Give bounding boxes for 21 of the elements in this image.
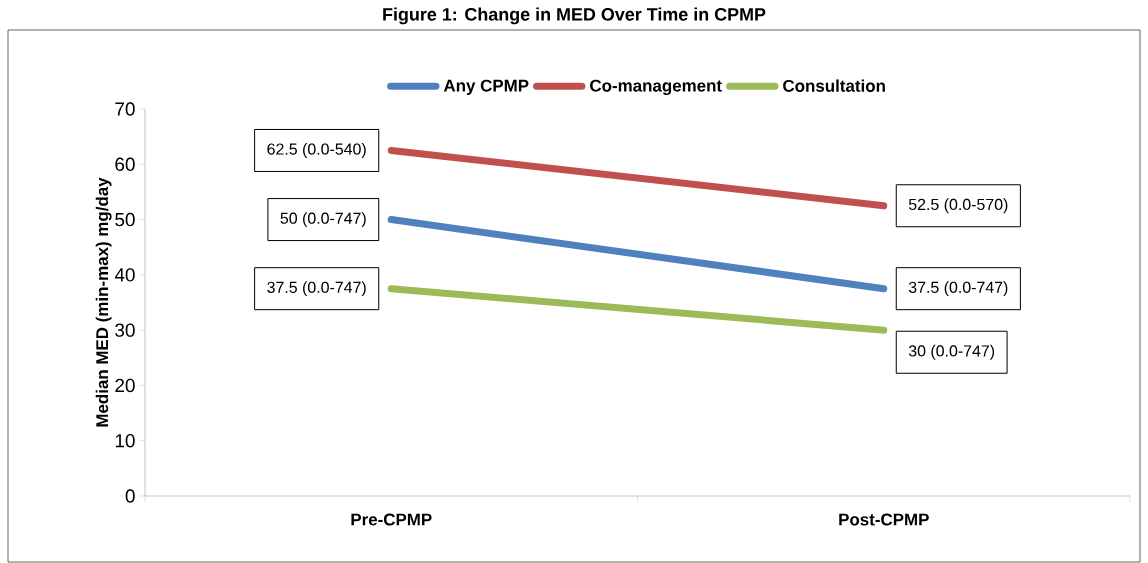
x-tick-label: Post-CPMP — [839, 513, 929, 526]
data-label: 37.5 (0.0-747) — [908, 281, 1008, 297]
legend-label: Consultation — [783, 79, 885, 92]
data-label: 37.5 (0.0-747) — [267, 281, 366, 297]
y-tick-label: 30 — [115, 323, 135, 337]
data-label: 50 (0.0-747) — [280, 212, 366, 227]
y-tick-label: 40 — [114, 268, 135, 282]
data-label: 52.5 (0.0-570) — [908, 198, 1008, 214]
legend-label: Co-management — [590, 79, 722, 96]
legend-label: Any CPMP — [443, 79, 529, 96]
data-label: 62.5 (0.0-540) — [267, 143, 366, 158]
x-tick-label: Pre-CPMP — [351, 513, 432, 526]
y-tick-label: 10 — [115, 434, 135, 448]
y-tick-label: 0 — [125, 489, 135, 503]
data-label: 30 (0.0-747) — [908, 344, 995, 360]
y-tick-label: 60 — [115, 157, 135, 171]
y-tick-label: 70 — [115, 102, 135, 116]
chart-title: Figure 1: Change in MED Over Time in CPMP — [383, 7, 766, 25]
y-tick-label: 20 — [115, 378, 135, 393]
y-axis-title: Median MED (min-max) mg/day — [95, 177, 112, 427]
y-tick-label: 50 — [115, 212, 135, 227]
